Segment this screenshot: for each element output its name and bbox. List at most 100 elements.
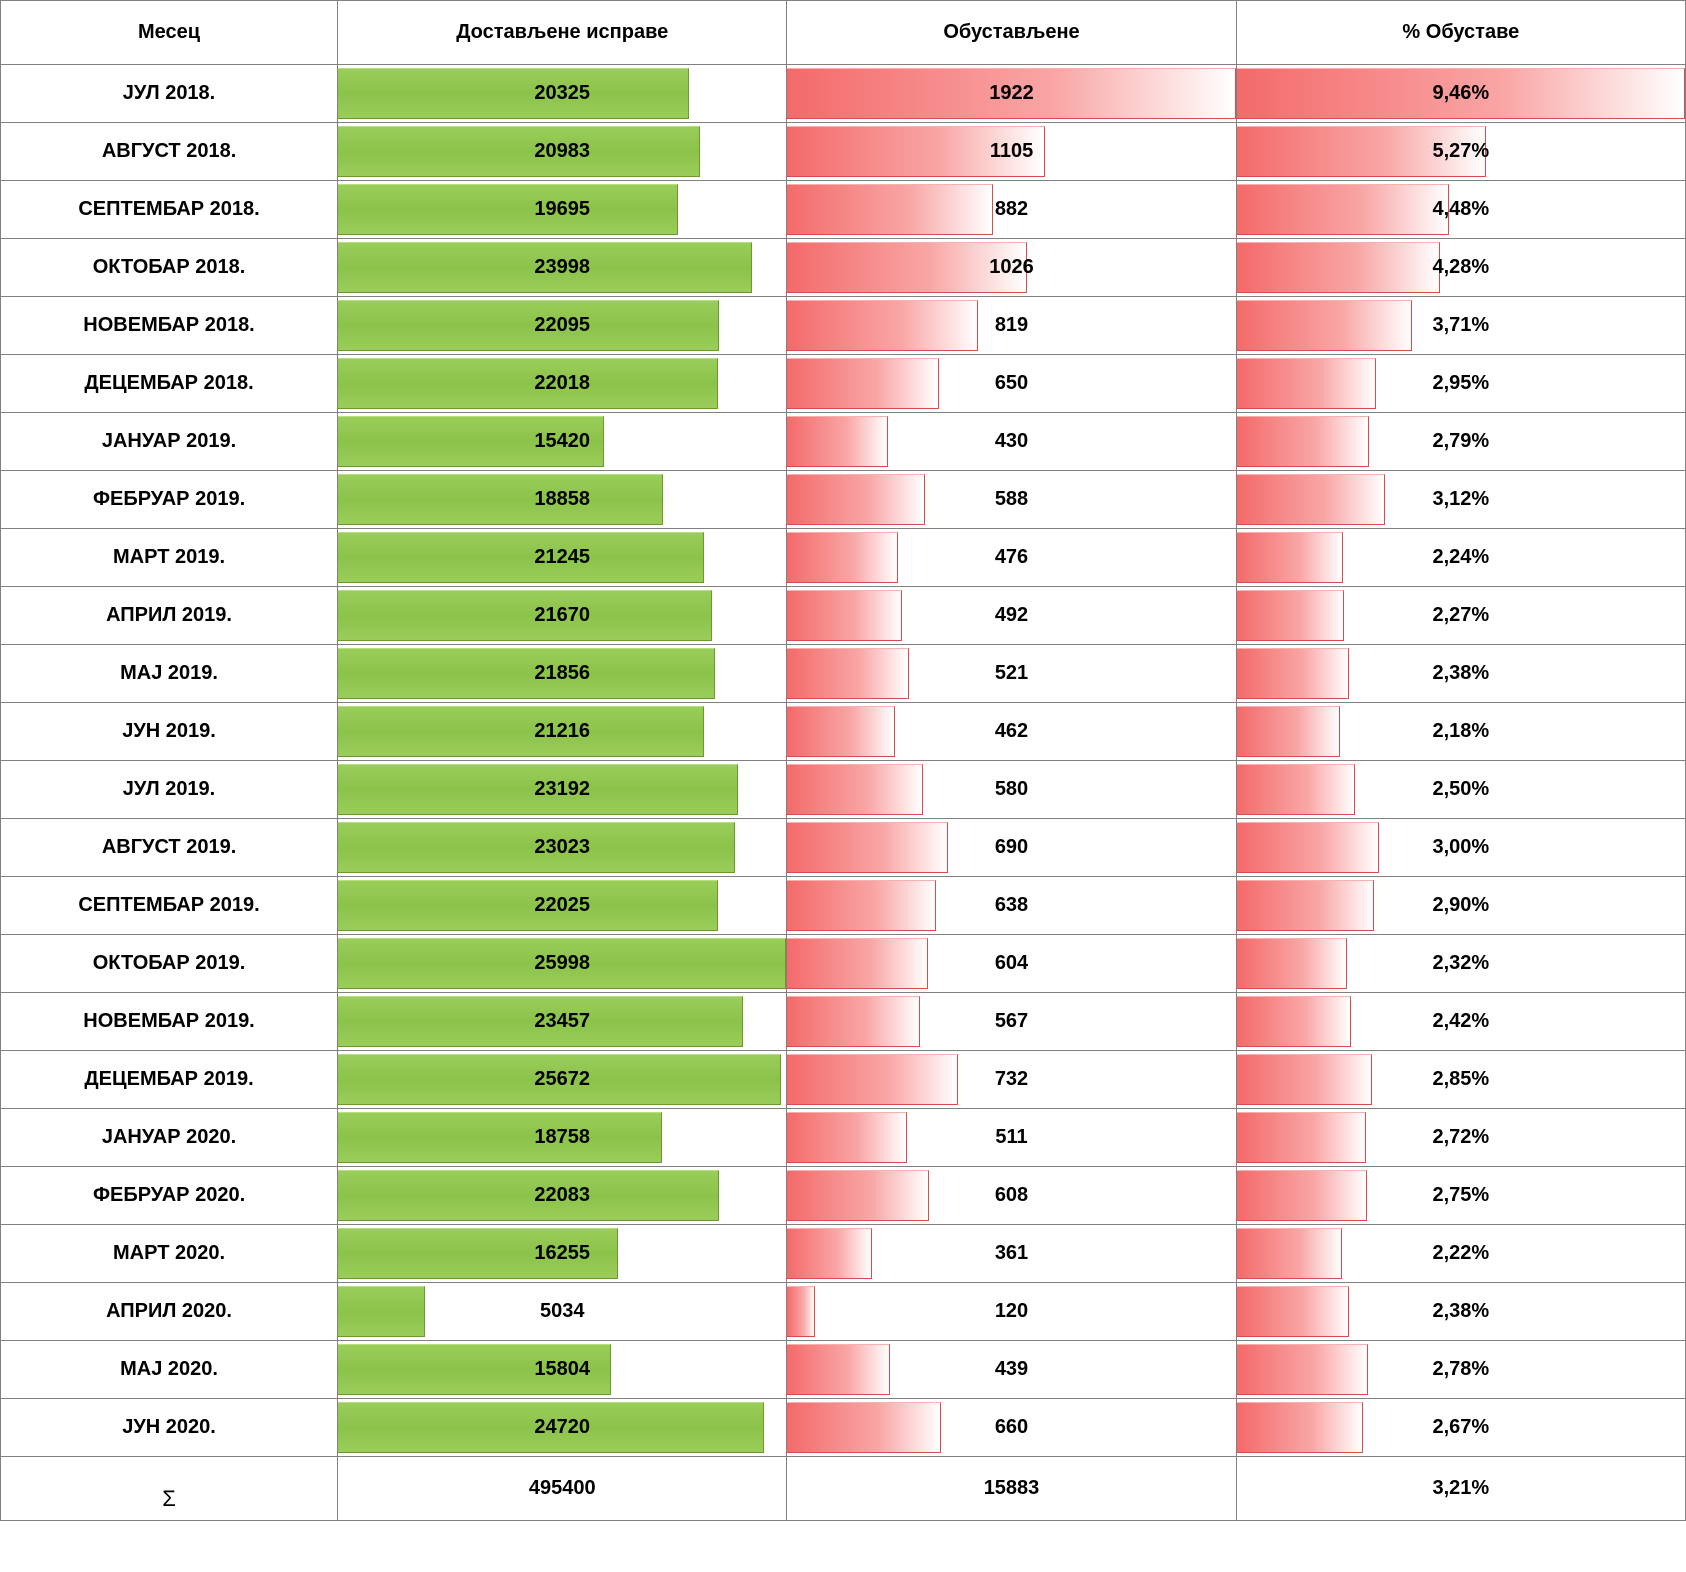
pct-value: 2,38% <box>1432 662 1489 684</box>
suspended-bar <box>787 474 924 525</box>
delivered-bar <box>338 300 719 351</box>
suspended-value: 462 <box>995 720 1028 742</box>
suspended-value: 690 <box>995 836 1028 858</box>
month-cell: ЈУЛ 2018. <box>1 65 338 123</box>
delivered-cell: 19695 <box>338 181 787 239</box>
month-label: МАЈ 2020. <box>120 1358 218 1380</box>
table-row: ЈАНУАР 2019.154204302,79% <box>1 413 1686 471</box>
delivered-cell: 25672 <box>338 1051 787 1109</box>
table-row: ЈУЛ 2019. 23192 580 2,50% <box>1 761 1686 819</box>
pct-value: 2,22% <box>1432 1242 1489 1264</box>
table-row: ЈУН 2019.212164622,18% <box>1 703 1686 761</box>
header-pct: % Обуставе <box>1236 1 1685 65</box>
month-label: АВГУСТ 2019. <box>102 836 236 858</box>
suspended-bar <box>787 590 902 641</box>
delivered-value: 18858 <box>534 488 590 510</box>
delivered-value: 18758 <box>534 1126 590 1148</box>
suspended-value: 732 <box>995 1068 1028 1090</box>
delivered-bar <box>338 474 663 525</box>
pct-bar <box>1237 1286 1350 1337</box>
delivered-cell: 18758 <box>338 1109 787 1167</box>
pct-bar <box>1237 300 1413 351</box>
delivered-value: 25672 <box>534 1068 590 1090</box>
suspended-value: 608 <box>995 1184 1028 1206</box>
delivered-cell: 16255 <box>338 1225 787 1283</box>
table-row: МАЈ 2019.218565212,38% <box>1 645 1686 703</box>
pct-cell: 2,38% <box>1236 1283 1685 1341</box>
pct-cell: 3,12% <box>1236 471 1685 529</box>
delivered-bar <box>338 1286 425 1337</box>
month-label: ЈУЛ 2019. <box>123 778 215 800</box>
suspended-bar <box>787 1112 906 1163</box>
month-label: ОКТОБАР 2018. <box>93 256 246 278</box>
table-header-row: Месец Достављене исправе Обустављене % О… <box>1 1 1686 65</box>
table-row: ФЕБРУАР 2019.188585883,12% <box>1 471 1686 529</box>
pct-value: 2,67% <box>1432 1416 1489 1438</box>
pct-cell: 3,00% <box>1236 819 1685 877</box>
pct-cell: 4,28% <box>1236 239 1685 297</box>
table-row: ЈУН 2020.247206602,67% <box>1 1399 1686 1457</box>
suspended-value: 604 <box>995 952 1028 974</box>
pct-cell: 2,72% <box>1236 1109 1685 1167</box>
pct-bar <box>1237 822 1379 873</box>
table-row: ОКТОБАР 2018. 23998 1026 4,28% <box>1 239 1686 297</box>
month-label: ЈУН 2019. <box>122 720 216 742</box>
suspended-value: 492 <box>995 604 1028 626</box>
pct-cell: 2,95% <box>1236 355 1685 413</box>
suspended-cell: 462 <box>787 703 1236 761</box>
month-cell: ЈУЛ 2019. <box>1 761 338 819</box>
delivered-cell: 23023 <box>338 819 787 877</box>
suspended-value: 660 <box>995 1416 1028 1438</box>
month-cell: ОКТОБАР 2018. <box>1 239 338 297</box>
month-label: ДЕЦЕМБАР 2018. <box>84 372 253 394</box>
pct-value: 2,38% <box>1432 1300 1489 1322</box>
pct-value: 9,46% <box>1432 82 1489 104</box>
month-cell: АПРИЛ 2020. <box>1 1283 338 1341</box>
month-label: СЕПТЕМБАР 2019. <box>78 894 259 916</box>
pct-bar <box>1237 358 1377 409</box>
suspended-value: 1105 <box>990 140 1033 162</box>
sum-pct: 3,21% <box>1236 1457 1685 1521</box>
delivered-value: 22083 <box>534 1184 590 1206</box>
pct-value: 2,50% <box>1432 778 1489 800</box>
delivered-cell: 15804 <box>338 1341 787 1399</box>
sum-suspended: 15883 <box>787 1457 1236 1521</box>
table-row: ДЕЦЕМБАР 2018. 22018 650 2,95% <box>1 355 1686 413</box>
delivered-cell: 23998 <box>338 239 787 297</box>
suspended-cell: 650 <box>787 355 1236 413</box>
month-cell: АВГУСТ 2018. <box>1 123 338 181</box>
month-label: ФЕБРУАР 2019. <box>93 488 245 510</box>
pct-bar <box>1237 1054 1372 1105</box>
pct-cell: 2,38% <box>1236 645 1685 703</box>
suspended-bar <box>787 184 993 235</box>
sum-label: Σ <box>1 1457 338 1521</box>
pct-bar <box>1237 1344 1369 1395</box>
table-row: НОВЕМБАР 2019.234575672,42% <box>1 993 1686 1051</box>
delivered-cell: 22025 <box>338 877 787 935</box>
delivered-value: 23192 <box>534 778 590 800</box>
suspended-value: 439 <box>995 1358 1028 1380</box>
sum-delivered: 495400 <box>338 1457 787 1521</box>
pct-cell: 4,48% <box>1236 181 1685 239</box>
data-table: Месец Достављене исправе Обустављене % О… <box>0 0 1686 1521</box>
suspended-cell: 882 <box>787 181 1236 239</box>
suspended-value: 1026 <box>989 256 1034 278</box>
pct-cell: 2,18% <box>1236 703 1685 761</box>
pct-value: 2,75% <box>1432 1184 1489 1206</box>
month-cell: МАЈ 2019. <box>1 645 338 703</box>
suspended-value: 521 <box>995 662 1028 684</box>
header-month: Месец <box>1 1 338 65</box>
delivered-cell: 23192 <box>338 761 787 819</box>
suspended-bar <box>787 358 939 409</box>
pct-value: 2,24% <box>1432 546 1489 568</box>
month-cell: МАРТ 2019. <box>1 529 338 587</box>
suspended-bar <box>787 1170 929 1221</box>
pct-value: 2,27% <box>1432 604 1489 626</box>
suspended-cell: 439 <box>787 1341 1236 1399</box>
suspended-value: 650 <box>995 372 1028 394</box>
table-row: АПРИЛ 2019.216704922,27% <box>1 587 1686 645</box>
delivered-value: 22018 <box>534 372 590 394</box>
suspended-value: 580 <box>995 778 1028 800</box>
delivered-value: 19695 <box>534 198 590 220</box>
suspended-cell: 521 <box>787 645 1236 703</box>
